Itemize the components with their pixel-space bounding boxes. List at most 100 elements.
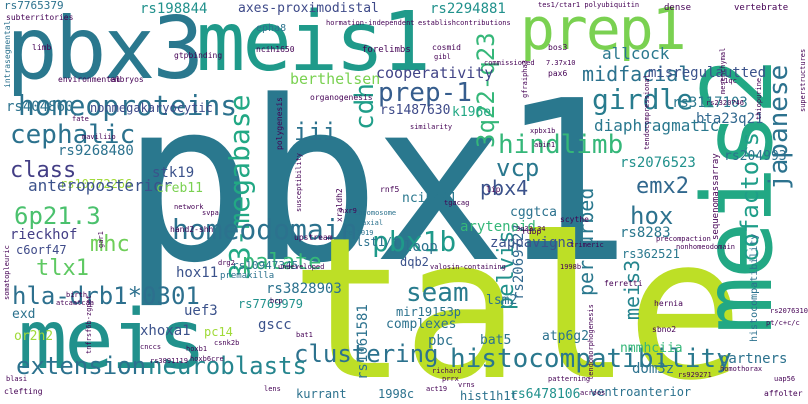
cloud-word: rs1487630	[380, 103, 451, 118]
cloud-word: hernia	[654, 299, 683, 308]
cloud-word: rs929271	[678, 371, 712, 379]
cloud-word: prrx	[442, 375, 459, 383]
cloud-word: pc14	[204, 325, 233, 339]
cloud-word: meis3	[620, 259, 644, 320]
cloud-word: homeoproteins	[18, 89, 238, 122]
cloud-word: superstructures	[799, 48, 807, 112]
cloud-word: creb11	[156, 181, 203, 196]
cloud-word: hox11	[176, 265, 219, 281]
cloud-word: rs2320746	[706, 99, 744, 107]
cloud-word: cosmid	[432, 43, 461, 52]
cloud-word: nmmhciia	[620, 341, 683, 356]
cloud-word: rs7765379	[4, 0, 64, 12]
cloud-word: vrns	[458, 381, 475, 389]
cloud-word: cooperativity	[376, 64, 494, 82]
cloud-word: rs3828903	[266, 281, 342, 297]
cloud-word: cnccs	[140, 343, 162, 351]
cloud-word: ferretti	[604, 279, 643, 288]
cloud-word: rs7769979	[238, 297, 304, 311]
cloud-word: abin1	[534, 141, 556, 149]
cloud-word: loop	[404, 239, 438, 255]
cloud-word: extension	[16, 352, 147, 380]
cloud-word: prep-1	[378, 78, 472, 108]
cloud-word: nonmegakaryocytic	[90, 101, 213, 115]
cloud-word: hoxb6cre	[190, 355, 224, 363]
cloud-word: trimeric	[570, 241, 604, 249]
cloud-word: rs9268480	[58, 143, 134, 159]
cloud-word: rs198844	[140, 1, 208, 17]
cloud-word: histocompatibility	[450, 344, 732, 374]
cloud-word: exd	[12, 307, 36, 322]
cloud-word: rs204993	[724, 149, 787, 164]
cloud-word: mesenchymal	[719, 47, 727, 94]
cloud-word: similarity	[410, 123, 453, 131]
cloud-word: cdh	[350, 83, 380, 130]
cloud-word: fate	[72, 115, 89, 123]
cloud-word: valosin-containing	[430, 263, 506, 271]
cloud-word: girdle	[592, 83, 694, 116]
cloud-word: svpa	[202, 209, 219, 217]
cloud-word: rs2294881	[430, 1, 506, 17]
cloud-word: k196e	[452, 105, 492, 120]
cloud-word: susceptibility	[295, 152, 303, 212]
cloud-word: epha8	[256, 23, 287, 34]
cloud-word: uap56	[774, 375, 796, 383]
cloud-word: kurrant	[296, 387, 347, 401]
cloud-word: chromosome	[354, 209, 397, 217]
cloud-word: tes1/ctar1 polyubiquitin	[538, 1, 640, 9]
cloud-word: c1qc	[720, 77, 737, 85]
cloud-word: pbx1b	[372, 225, 457, 258]
cloud-word: emx2	[636, 174, 689, 199]
cloud-word: uef3	[184, 303, 218, 319]
cloud-word: undeveloped	[278, 263, 325, 271]
cloud-word: rs2076310	[770, 307, 808, 315]
cloud-word: rs10947345	[232, 259, 299, 272]
cloud-word: tnfrsf6b-zgpat	[85, 294, 93, 354]
cloud-word: gar1	[97, 231, 105, 248]
cloud-word: hist1h1t	[460, 389, 518, 403]
cloud-word: gscc	[258, 317, 292, 333]
cloud-word: thiopurine	[755, 77, 763, 120]
cloud-word: ncih441	[402, 191, 457, 206]
cloud-word: pbx1	[121, 54, 632, 312]
cloud-word: xpbx1b	[530, 127, 556, 135]
cloud-word: upstream	[294, 233, 333, 242]
cloud-word: rs404860	[6, 99, 74, 115]
cloud-word: rnf5	[380, 185, 400, 194]
cloud-word: precompaction	[656, 235, 711, 243]
cloud-word: organogenesis	[310, 93, 373, 102]
cloud-word: rs362521	[622, 247, 680, 261]
cloud-word: lip	[486, 185, 501, 194]
cloud-word: complexes	[386, 317, 457, 332]
cloud-word: gibl	[434, 53, 451, 61]
cloud-word: rs3117103	[672, 95, 748, 111]
cloud-word: rieckhof	[10, 227, 78, 243]
cloud-word: hox	[630, 202, 674, 230]
cloud-word: mir19153p	[396, 305, 462, 319]
cloud-word: intrasegmental	[3, 20, 12, 88]
cloud-word: atp6g2	[542, 329, 589, 344]
cloud-word: hxr9	[340, 207, 357, 215]
cloud-word: tendomorphogenesis	[587, 304, 595, 380]
cloud-word: blasi	[6, 375, 28, 383]
cloud-word: tendocompressional	[643, 74, 651, 150]
cloud-word: bat5	[480, 333, 512, 348]
cloud-word: rdbp	[522, 227, 542, 236]
cloud-word: rs8283	[620, 225, 671, 241]
cloud-word: tlx1	[36, 256, 89, 281]
cloud-word: drg2	[218, 259, 235, 267]
cloud-word: scythe	[560, 215, 589, 224]
cloud-word: 3q22-q23	[472, 32, 500, 148]
cloud-word: 1998c	[378, 387, 415, 401]
cloud-word: lsm2	[486, 293, 518, 308]
cloud-word: 7.37x10	[546, 59, 576, 67]
cloud-word: c6orf47	[16, 243, 67, 257]
cloud-word: bat1	[296, 331, 313, 339]
cloud-word: dom3z	[632, 361, 675, 377]
cloud-word: gfraipha3	[521, 60, 529, 98]
cloud-word: polygenesis	[275, 97, 284, 150]
cloud-word: sequenomassarray	[711, 153, 721, 240]
cloud-word: ventroanterior	[590, 385, 692, 399]
cloud-word: pbc	[428, 333, 454, 349]
